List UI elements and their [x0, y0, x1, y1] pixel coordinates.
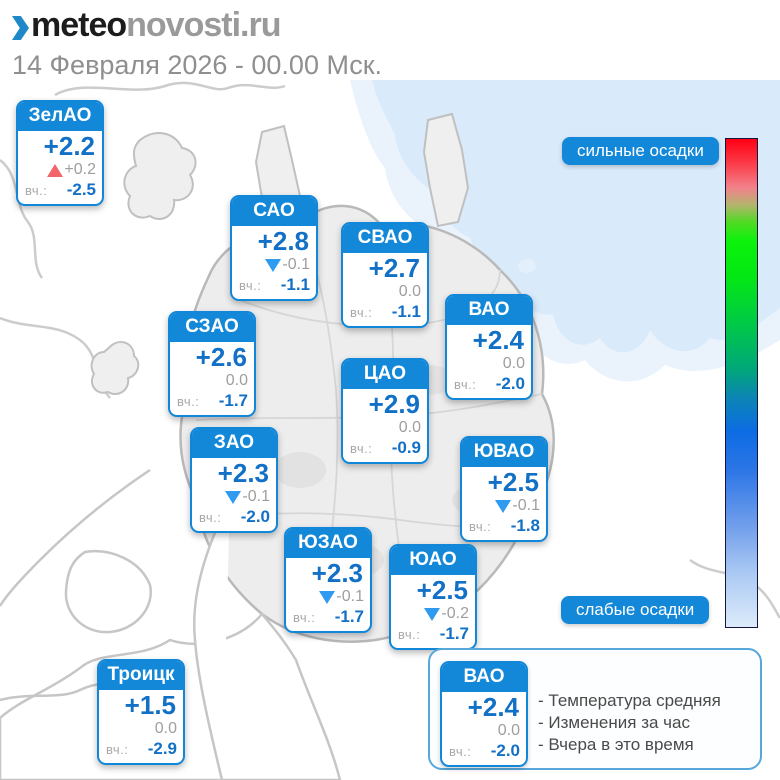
- district-name: Троицк: [99, 661, 183, 690]
- yesterday-value: -1.7: [439, 624, 469, 643]
- district-card-zelao[interactable]: ЗелАО +2.2 +0.2 вч.: -2.5: [16, 100, 104, 206]
- temperature-value: +2.9: [368, 389, 420, 419]
- legend-item-temperature: - Температура средняя: [538, 691, 721, 710]
- yesterday-value: -2.0: [495, 374, 525, 393]
- temperature-value: +2.3: [311, 558, 363, 588]
- district-name: ЮВАО: [462, 438, 546, 467]
- yesterday-label: вч.:: [454, 377, 477, 392]
- temperature-value: +2.4: [472, 325, 524, 355]
- yesterday-value: -2.5: [66, 180, 96, 199]
- logo-text-primary: meteo: [31, 6, 127, 44]
- district-card-yuvao[interactable]: ЮВАО +2.5 -0.1 вч.: -1.8: [460, 436, 548, 542]
- hour-change-value: 0.0: [502, 355, 525, 372]
- district-card-cao[interactable]: ЦАО +2.9 0.0 вч.: -0.9: [341, 358, 429, 464]
- hour-change-value: 0.0: [398, 283, 421, 300]
- yesterday-label: вч.:: [199, 510, 222, 525]
- yesterday-label: вч.:: [177, 394, 200, 409]
- district-card-svao[interactable]: СВАО +2.7 0.0 вч.: -1.1: [341, 222, 429, 328]
- new-moscow-shape: [0, 468, 342, 780]
- district-name: ЦАО: [343, 360, 427, 389]
- logo-text-secondary: novosti.ru: [126, 6, 281, 44]
- hour-change-value: -0.1: [512, 497, 540, 514]
- yesterday-label: вч.:: [350, 441, 373, 456]
- zelenograd-shape: [90, 132, 197, 396]
- trend-icon: [265, 258, 282, 272]
- yesterday-label: вч.:: [449, 744, 472, 759]
- logo-chevron-icon: [12, 16, 29, 40]
- yesterday-value: -1.7: [218, 391, 248, 410]
- district-name: ЗелАО: [18, 102, 102, 131]
- trend-icon: [47, 163, 64, 177]
- precipitation-patch-small: [518, 259, 536, 273]
- scale-label-weak: слабые осадки: [561, 596, 710, 624]
- hour-change-value: -0.1: [282, 256, 310, 273]
- yesterday-value: -2.0: [240, 507, 270, 526]
- yesterday-value: -2.9: [147, 739, 177, 758]
- temperature-value: +2.4: [467, 692, 519, 722]
- datetime-caption: 14 Февраля 2026 - 00.00 Мск.: [12, 50, 383, 80]
- trend-icon: [225, 490, 242, 504]
- yesterday-value: -1.1: [280, 275, 310, 294]
- yesterday-label: вч.:: [239, 278, 262, 293]
- card-explanation-legend: ВАО +2.4 0.0 вч.: -2.0 - Температура сред…: [428, 648, 762, 770]
- trend-icon: [424, 607, 441, 621]
- yesterday-label: вч.:: [350, 305, 373, 320]
- yesterday-value: -1.1: [391, 302, 421, 321]
- hour-change-value: 0.0: [154, 720, 177, 737]
- district-card-yuao[interactable]: ЮАО +2.5 -0.2 вч.: -1.7: [389, 544, 477, 650]
- page-header: meteo novosti.ru 14 Февраля 2026 - 00.00 …: [12, 6, 382, 81]
- temperature-value: +2.5: [487, 467, 539, 497]
- hour-change-value: -0.2: [441, 605, 469, 622]
- precipitation-patch: [533, 280, 563, 302]
- hour-change-value: 0.0: [225, 372, 248, 389]
- hour-change-value: 0.0: [497, 722, 520, 739]
- district-name: ВАО: [442, 663, 526, 692]
- yesterday-label: вч.:: [469, 519, 492, 534]
- district-card-troitsk[interactable]: Троицк +1.5 0.0 вч.: -2.9: [97, 659, 185, 765]
- temperature-value: +2.3: [217, 458, 269, 488]
- legend-item-yesterday: - Вчера в это время: [538, 735, 694, 754]
- yesterday-value: -0.9: [391, 438, 421, 457]
- district-name: СВАО: [343, 224, 427, 253]
- trend-icon: [319, 590, 336, 604]
- hour-change-value: -0.1: [242, 488, 270, 505]
- temperature-value: +2.6: [195, 342, 247, 372]
- district-card-yuzao[interactable]: ЮЗАО +2.3 -0.1 вч.: -1.7: [284, 527, 372, 633]
- hour-change-value: +0.2: [64, 161, 96, 178]
- district-card-sao[interactable]: САО +2.8 -0.1 вч.: -1.1: [230, 195, 318, 301]
- precipitation-intensity-scale: [725, 138, 758, 628]
- yesterday-label: вч.:: [106, 742, 129, 757]
- yesterday-value: -2.0: [490, 741, 520, 760]
- district-card-vao[interactable]: ВАО +2.4 0.0 вч.: -2.0: [445, 294, 533, 400]
- yesterday-value: -1.8: [510, 516, 540, 535]
- district-card-zao[interactable]: ЗАО +2.3 -0.1 вч.: -2.0: [190, 427, 278, 533]
- trend-icon: [495, 499, 512, 513]
- hour-change-value: -0.1: [336, 588, 364, 605]
- yesterday-label: вч.:: [398, 627, 421, 642]
- temperature-value: +2.8: [257, 226, 309, 256]
- district-name: ЗАО: [192, 429, 276, 458]
- site-logo[interactable]: meteo novosti.ru: [12, 6, 382, 44]
- legend-item-hour-change: - Изменения за час: [538, 713, 690, 732]
- district-name: ЮАО: [391, 546, 475, 575]
- yesterday-label: вч.:: [293, 610, 316, 625]
- district-name: СЗАО: [170, 313, 254, 342]
- district-card-szao[interactable]: СЗАО +2.6 0.0 вч.: -1.7: [168, 311, 256, 417]
- temperature-value: +1.5: [124, 690, 176, 720]
- district-name: ВАО: [447, 296, 531, 325]
- yesterday-value: -1.7: [334, 607, 364, 626]
- legend-sample-card: ВАО +2.4 0.0 вч.: -2.0: [440, 661, 528, 767]
- temperature-value: +2.5: [416, 575, 468, 605]
- district-name: САО: [232, 197, 316, 226]
- scale-label-strong: сильные осадки: [562, 137, 719, 165]
- temperature-value: +2.7: [368, 253, 420, 283]
- district-name: ЮЗАО: [286, 529, 370, 558]
- temperature-value: +2.2: [43, 131, 95, 161]
- yesterday-label: вч.:: [25, 183, 48, 198]
- hour-change-value: 0.0: [398, 419, 421, 436]
